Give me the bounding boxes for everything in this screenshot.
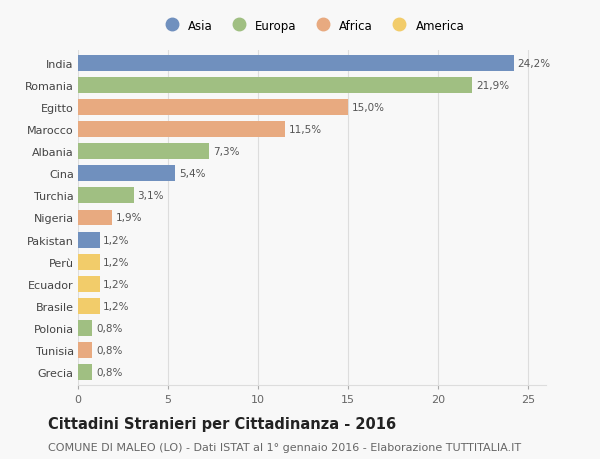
Bar	[78, 78, 472, 94]
Text: 15,0%: 15,0%	[352, 103, 385, 113]
Bar	[78, 364, 92, 380]
Text: 0,8%: 0,8%	[96, 367, 122, 377]
Bar	[78, 276, 100, 292]
Text: 11,5%: 11,5%	[289, 125, 322, 135]
Bar	[78, 342, 92, 358]
Text: 1,2%: 1,2%	[103, 235, 130, 245]
Legend: Asia, Europa, Africa, America: Asia, Europa, Africa, America	[160, 20, 464, 33]
Text: 1,2%: 1,2%	[103, 279, 130, 289]
Bar	[78, 298, 100, 314]
Text: 0,8%: 0,8%	[96, 345, 122, 355]
Bar	[78, 320, 92, 336]
Bar	[78, 188, 134, 204]
Text: COMUNE DI MALEO (LO) - Dati ISTAT al 1° gennaio 2016 - Elaborazione TUTTITALIA.I: COMUNE DI MALEO (LO) - Dati ISTAT al 1° …	[48, 442, 521, 452]
Bar	[78, 210, 112, 226]
Text: 5,4%: 5,4%	[179, 169, 205, 179]
Bar	[78, 100, 348, 116]
Text: 24,2%: 24,2%	[517, 59, 550, 69]
Text: 3,1%: 3,1%	[137, 191, 164, 201]
Text: 21,9%: 21,9%	[476, 81, 509, 91]
Text: 1,2%: 1,2%	[103, 257, 130, 267]
Text: 7,3%: 7,3%	[213, 147, 239, 157]
Bar	[78, 122, 285, 138]
Bar	[78, 166, 175, 182]
Bar	[78, 232, 100, 248]
Text: 1,2%: 1,2%	[103, 301, 130, 311]
Text: Cittadini Stranieri per Cittadinanza - 2016: Cittadini Stranieri per Cittadinanza - 2…	[48, 416, 396, 431]
Text: 1,9%: 1,9%	[116, 213, 142, 223]
Bar	[78, 144, 209, 160]
Text: 0,8%: 0,8%	[96, 323, 122, 333]
Bar	[78, 56, 514, 72]
Bar	[78, 254, 100, 270]
